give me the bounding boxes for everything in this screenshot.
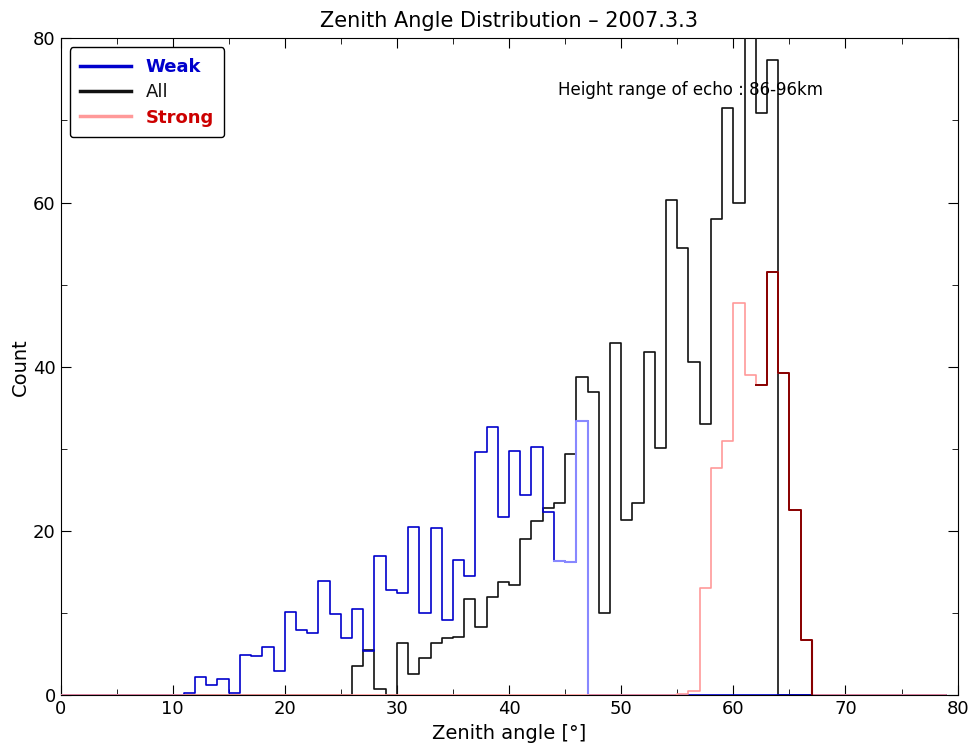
Text: Height range of echo : 86-96km: Height range of echo : 86-96km <box>559 81 823 99</box>
Title: Zenith Angle Distribution – 2007.3.3: Zenith Angle Distribution – 2007.3.3 <box>320 11 698 31</box>
X-axis label: Zenith angle [°]: Zenith angle [°] <box>432 724 586 743</box>
Legend: Weak, All, Strong: Weak, All, Strong <box>70 48 224 137</box>
Y-axis label: Count: Count <box>11 338 30 396</box>
